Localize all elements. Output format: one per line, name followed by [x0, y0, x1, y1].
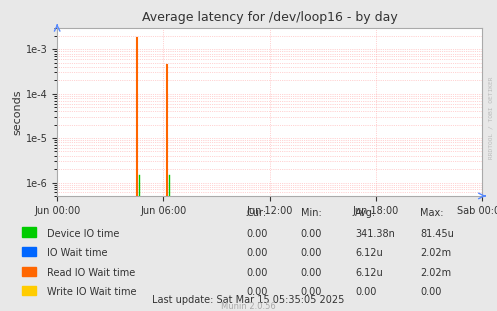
Text: Write IO Wait time: Write IO Wait time — [47, 287, 137, 297]
Text: 0.00: 0.00 — [246, 229, 267, 239]
Text: Device IO time: Device IO time — [47, 229, 120, 239]
Text: Avg:: Avg: — [355, 208, 377, 218]
Text: 2.02m: 2.02m — [420, 248, 451, 258]
Text: Last update: Sat Mar 15 05:35:05 2025: Last update: Sat Mar 15 05:35:05 2025 — [152, 295, 345, 305]
Text: 81.45u: 81.45u — [420, 229, 454, 239]
Text: Max:: Max: — [420, 208, 443, 218]
Text: 6.12u: 6.12u — [355, 268, 383, 278]
Text: 0.00: 0.00 — [301, 248, 322, 258]
Y-axis label: seconds: seconds — [13, 89, 23, 135]
Text: IO Wait time: IO Wait time — [47, 248, 108, 258]
Text: 0.00: 0.00 — [355, 287, 377, 297]
Text: 2.02m: 2.02m — [420, 268, 451, 278]
Text: Min:: Min: — [301, 208, 322, 218]
Text: 0.00: 0.00 — [301, 229, 322, 239]
Text: 0.00: 0.00 — [246, 287, 267, 297]
Text: 6.12u: 6.12u — [355, 248, 383, 258]
Text: RRDTOOL / TOBI OETIKER: RRDTOOL / TOBI OETIKER — [488, 77, 493, 160]
Text: 0.00: 0.00 — [420, 287, 441, 297]
Text: Read IO Wait time: Read IO Wait time — [47, 268, 136, 278]
Text: 0.00: 0.00 — [246, 268, 267, 278]
Title: Average latency for /dev/loop16 - by day: Average latency for /dev/loop16 - by day — [142, 11, 398, 24]
Text: 341.38n: 341.38n — [355, 229, 395, 239]
Text: 0.00: 0.00 — [301, 287, 322, 297]
Text: 0.00: 0.00 — [246, 248, 267, 258]
Text: Munin 2.0.56: Munin 2.0.56 — [221, 302, 276, 311]
Text: Cur:: Cur: — [246, 208, 266, 218]
Text: 0.00: 0.00 — [301, 268, 322, 278]
